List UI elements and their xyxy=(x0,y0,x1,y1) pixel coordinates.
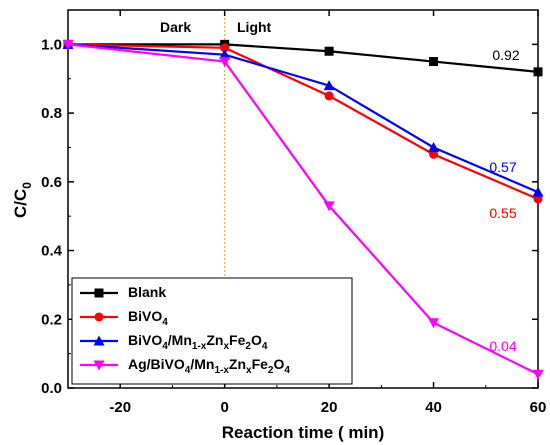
data-point-ag-bivo4-mn1-xznxfe2o4 xyxy=(532,369,544,380)
data-point-bivo4-mn1-xznxfe2o4 xyxy=(323,80,335,91)
legend-marker-ag-bivo4-mn1-xznxfe2o4 xyxy=(93,360,105,371)
legend-label-blank: Blank xyxy=(128,284,166,300)
x-tick-label: 20 xyxy=(321,399,338,416)
y-tick-label: 0.6 xyxy=(41,174,62,191)
light-label: Light xyxy=(237,19,272,35)
y-tick-label: 0.0 xyxy=(41,380,62,397)
legend-box xyxy=(71,277,353,385)
data-point-ag-bivo4-mn1-xznxfe2o4 xyxy=(62,39,74,50)
data-point-ag-bivo4-mn1-xznxfe2o4 xyxy=(219,57,231,68)
data-point-bivo4-mn1-xznxfe2o4 xyxy=(428,141,440,152)
data-point-bivo4-mn1-xznxfe2o4 xyxy=(219,49,231,60)
data-point-bivo4 xyxy=(533,194,543,204)
end-value-label-blank: 0.92 xyxy=(492,47,519,63)
legend: Blank BiVO4 BiVO4/Mn1-xZnxFe2O4 Ag/BiVO4… xyxy=(71,277,353,385)
x-axis-title: Reaction time ( min) xyxy=(222,423,384,442)
y-axis-title: C/C0 xyxy=(11,182,34,218)
data-point-ag-bivo4-mn1-xznxfe2o4 xyxy=(323,201,335,212)
end-value-label-ag-bivo4-mn1-xznxfe2o4: 0.04 xyxy=(489,338,516,354)
legend-marker-bivo4 xyxy=(94,312,104,322)
data-point-bivo4 xyxy=(220,43,230,53)
y-tick-label: 0.2 xyxy=(41,311,62,328)
y-tick-label: 0.4 xyxy=(41,243,63,260)
series-line-bivo4 xyxy=(67,43,539,201)
x-tick-label: 60 xyxy=(530,399,547,416)
data-point-blank xyxy=(533,67,543,77)
data-point-ag-bivo4-mn1-xznxfe2o4 xyxy=(428,318,440,329)
y-tick-label: 1.0 xyxy=(41,36,62,53)
data-point-blank xyxy=(324,46,334,56)
end-value-label-bivo4-mn1-xznxfe2o4: 0.57 xyxy=(489,159,516,175)
end-value-label-bivo4: 0.55 xyxy=(489,205,516,221)
x-tick-label: 0 xyxy=(220,399,228,416)
legend-marker-blank xyxy=(94,288,104,298)
dark-label: Dark xyxy=(160,19,191,35)
data-point-bivo4 xyxy=(429,149,439,159)
x-tick-label: 40 xyxy=(425,399,442,416)
legend-marker-bivo4-mn1-xznxfe2o4 xyxy=(93,335,105,346)
x-tick-label: -20 xyxy=(109,399,131,416)
y-tick-label: 0.8 xyxy=(41,105,62,122)
data-point-bivo4-mn1-xznxfe2o4 xyxy=(532,186,544,197)
data-point-bivo4 xyxy=(324,91,334,101)
data-point-blank xyxy=(429,57,439,67)
legend-label-bivo4: BiVO4 xyxy=(128,308,168,328)
